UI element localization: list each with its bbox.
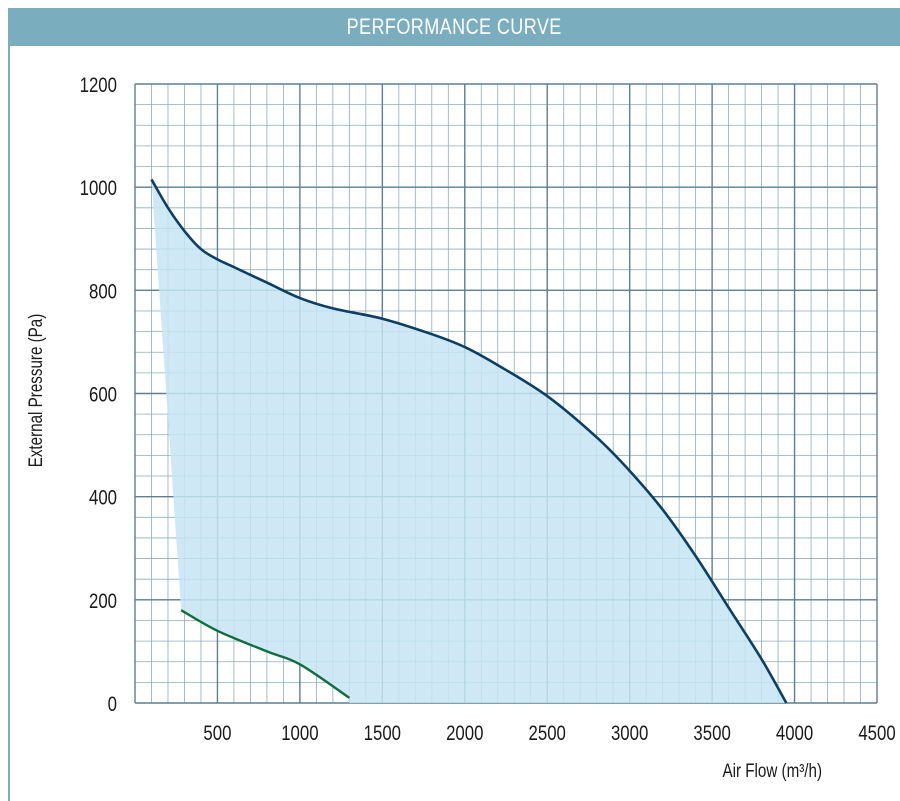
y-tick-label: 600 [89, 384, 117, 407]
max-curve-line [150, 178, 788, 704]
y-tick-label: 400 [89, 487, 117, 510]
y-tick-label: 200 [89, 590, 117, 613]
chart-header: PERFORMANCE CURVE [8, 8, 900, 46]
y-tick-label: 0 [108, 693, 117, 716]
y-tick-label: 800 [89, 281, 117, 304]
grid-major [134, 83, 878, 704]
x-tick-label: 2500 [529, 722, 566, 745]
x-tick-label: 4000 [776, 722, 813, 745]
x-tick-label: 2000 [446, 722, 483, 745]
min-curve-line [180, 609, 351, 699]
x-tick-label: 1000 [281, 722, 318, 745]
x-axis-label: Air Flow (m³/h) [722, 759, 822, 781]
x-tick-label: 4500 [858, 722, 895, 745]
chart-title: PERFORMANCE CURVE [346, 14, 562, 39]
tick-labels: 500 1000 1500 2000 2500 3000 3500 4000 4500 0 200 4… [80, 74, 896, 745]
x-tick-label: 1500 [364, 722, 401, 745]
x-tick-label: 500 [203, 722, 231, 745]
x-tick-label: 3500 [693, 722, 730, 745]
y-axis-label: External Pressure (Pa) [24, 314, 46, 468]
y-tick-label: 1000 [80, 177, 117, 200]
y-tick-label: 1200 [80, 74, 117, 97]
series-layer [150, 178, 788, 704]
x-tick-label: 3000 [611, 722, 648, 745]
operating-area [151, 179, 787, 703]
